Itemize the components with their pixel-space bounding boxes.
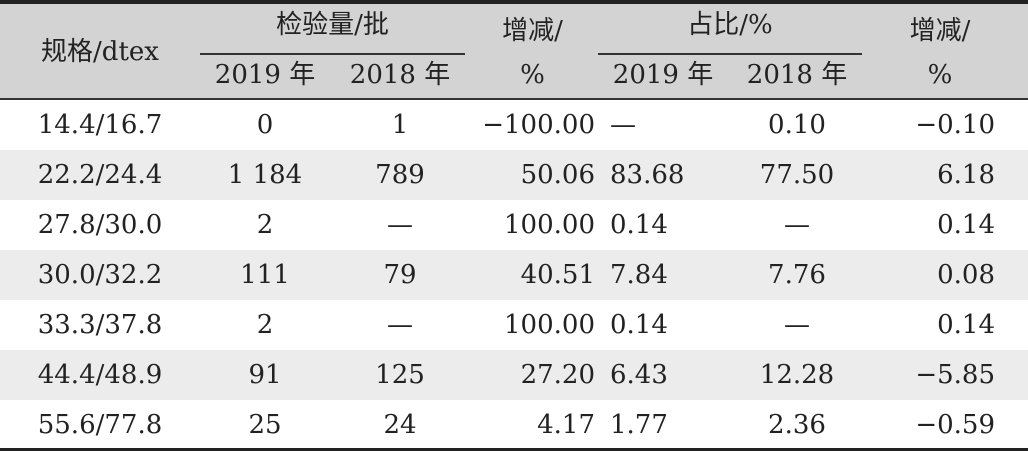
cell-share-change: 0.14: [937, 310, 995, 340]
cell-volume-2019: 1 184: [227, 160, 303, 190]
cell-volume-2018: 125: [375, 360, 425, 390]
cell-volume-2019: 111: [240, 260, 290, 290]
header-change2: 增减/: [909, 16, 971, 46]
header-spec: 规格/dtex: [41, 37, 159, 67]
cell-share-2019: —: [610, 110, 636, 140]
cell-volume-2018: 24: [383, 410, 417, 440]
header-change2-unit: %: [927, 60, 953, 90]
cell-spec: 22.2/24.4: [37, 160, 163, 190]
cell-share-2018: 77.50: [759, 160, 835, 190]
cell-share-2019: 83.68: [610, 160, 685, 190]
cell-volume-change: 27.20: [520, 360, 595, 390]
cell-share-change: −0.59: [915, 410, 995, 440]
header-share: 占比/%: [687, 10, 773, 40]
cell-share-change: 0.08: [937, 260, 995, 290]
cell-volume-change: 100.00: [504, 310, 595, 340]
cell-volume-change: 40.51: [520, 260, 595, 290]
table-row: 44.4/48.9 91 125 27.20 6.43 12.28 −5.85: [0, 350, 1028, 400]
header-2018-share: 2018 年: [746, 60, 848, 90]
cell-volume-change: −100.00: [482, 110, 595, 140]
cell-share-change: −0.10: [915, 110, 995, 140]
cell-spec: 33.3/37.8: [37, 310, 163, 340]
cell-volume-2019: 2: [256, 210, 274, 240]
cell-volume-2018: —: [387, 210, 413, 240]
table-bottom-rule: [0, 448, 1028, 451]
cell-share-change: −5.85: [915, 360, 995, 390]
cell-volume-2019: 25: [248, 410, 282, 440]
cell-volume-2019: 0: [256, 110, 274, 140]
cell-share-2019: 0.14: [610, 210, 668, 240]
cell-share-2018: 0.10: [768, 110, 826, 140]
header-rule-share: [598, 53, 862, 55]
cell-spec: 44.4/48.9: [37, 360, 163, 390]
cell-share-2018: —: [784, 310, 810, 340]
cell-volume-change: 4.17: [537, 410, 595, 440]
cell-share-2018: —: [784, 210, 810, 240]
cell-share-change: 0.14: [937, 210, 995, 240]
cell-volume-change: 100.00: [504, 210, 595, 240]
cell-share-2019: 1.77: [610, 410, 668, 440]
cell-volume-2018: 1: [391, 110, 409, 140]
header-rule-inspection: [200, 53, 465, 55]
table-header: 规格/dtex 检验量/批 2019 年 2018 年 增减/ % 占比/% 2…: [0, 4, 1028, 100]
cell-volume-2018: 79: [383, 260, 417, 290]
cell-share-2018: 12.28: [759, 360, 835, 390]
cell-spec: 55.6/77.8: [37, 410, 163, 440]
cell-share-change: 6.18: [937, 160, 995, 190]
cell-share-2018: 2.36: [768, 410, 826, 440]
table-row: 22.2/24.4 1 184 789 50.06 83.68 77.50 6.18: [0, 150, 1028, 200]
header-inspection-volume: 检验量/批: [276, 10, 389, 40]
cell-volume-2019: 91: [248, 360, 282, 390]
table-row: 55.6/77.8 25 24 4.17 1.77 2.36 −0.59: [0, 400, 1028, 450]
cell-volume-2018: —: [387, 310, 413, 340]
cell-share-2019: 0.14: [610, 310, 668, 340]
cell-volume-2018: 789: [375, 160, 425, 190]
cell-volume-change: 50.06: [520, 160, 595, 190]
table-row: 14.4/16.7 0 1 −100.00 — 0.10 −0.10: [0, 100, 1028, 150]
header-2019-volume: 2019 年: [214, 60, 316, 90]
table-row: 27.8/30.0 2 — 100.00 0.14 — 0.14: [0, 200, 1028, 250]
table-row: 30.0/32.2 111 79 40.51 7.84 7.76 0.08: [0, 250, 1028, 300]
cell-spec: 14.4/16.7: [37, 110, 163, 140]
header-2019-share: 2019 年: [612, 60, 714, 90]
header-change1-unit: %: [520, 60, 545, 90]
header-2018-volume: 2018 年: [349, 60, 451, 90]
cell-share-2019: 6.43: [610, 360, 668, 390]
cell-share-2018: 7.76: [768, 260, 826, 290]
table-top-rule: [0, 0, 1028, 4]
cell-volume-2019: 2: [256, 310, 274, 340]
table-row: 33.3/37.8 2 — 100.00 0.14 — 0.14: [0, 300, 1028, 350]
cell-share-2019: 7.84: [610, 260, 668, 290]
cell-spec: 30.0/32.2: [37, 260, 163, 290]
cell-spec: 27.8/30.0: [37, 210, 163, 240]
header-change1: 增减/: [502, 16, 563, 46]
